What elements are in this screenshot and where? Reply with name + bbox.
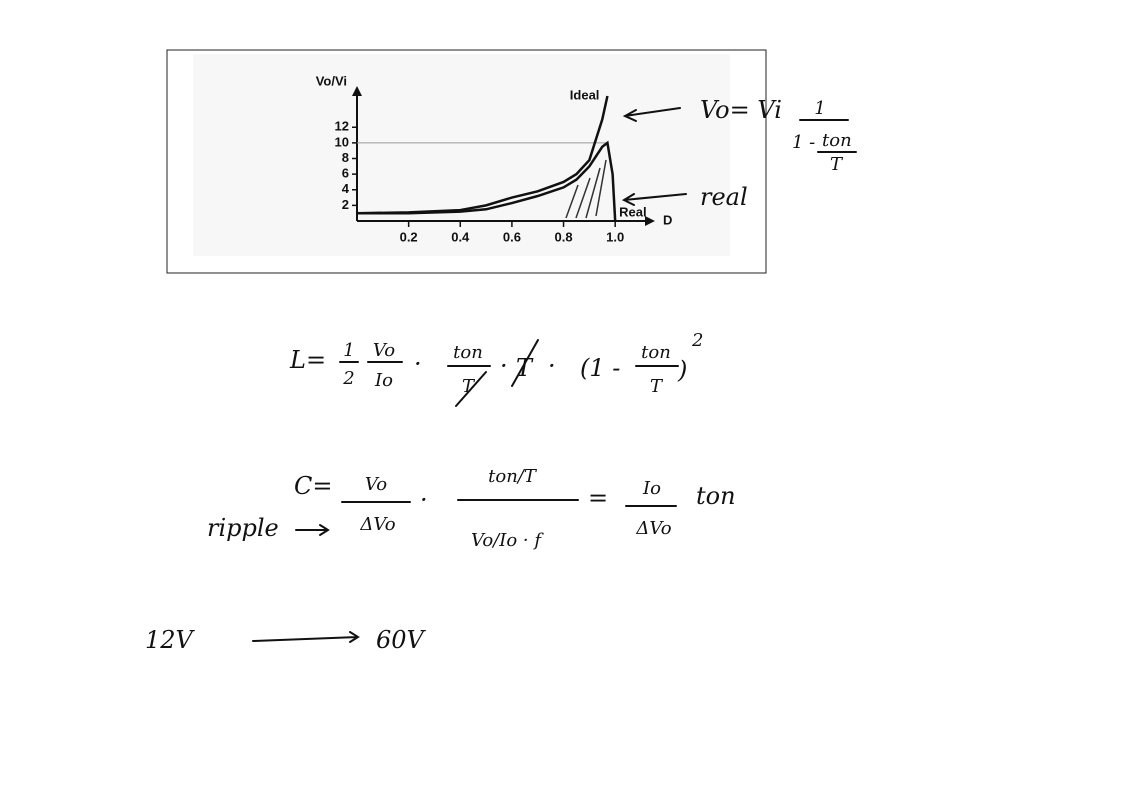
text: T [462,376,476,397]
conversion: 12V 60V [145,626,427,654]
y-tick-label: 4 [342,181,350,196]
formula-den: T [830,154,844,175]
series-label: Real [619,204,646,219]
y-tick-label: 10 [335,134,349,149]
real-note: real [621,183,748,211]
text: · [414,350,422,378]
y-tick-label: 6 [342,166,349,181]
formula-lhs: Vo= Vi [700,96,782,124]
figure-background [193,54,730,256]
series-label: Ideal [570,87,600,102]
series-line [356,95,609,215]
text: ΔVo [635,518,671,539]
ideal-formula: Vo= Vi 1 1 - ton T [622,96,857,175]
y-tick-label: 2 [342,197,349,212]
text: ton [641,342,671,363]
text: C= [294,472,332,500]
text: · [548,352,556,380]
inductance-formula: L= 1 2 Vo Io · ton T · T · (1 - ton T ) … [289,330,703,407]
series-line [357,140,617,222]
x-tick-label: 0.2 [400,229,418,244]
text: Vo [373,340,395,361]
formula-den: ton [822,130,852,151]
formula-num: 1 [814,98,825,119]
text: L= [289,346,326,374]
real-label: real [700,183,748,211]
text: T [650,376,664,397]
text: ΔVo [359,514,395,535]
y-tick-label: 8 [342,150,349,165]
x-axis-label: D [663,212,672,227]
text: Vo/Io · f [471,530,544,551]
text: 1 [343,340,354,361]
text: Io [642,478,661,499]
capacitance-formula: ripple C= Vo ΔVo · ton/T Vo/Io · f = Io … [207,466,736,551]
text: ) [677,356,687,384]
text: ton [453,342,483,363]
text: Io [374,370,393,391]
text: Vo [365,474,387,495]
text: (1 - [580,354,620,382]
text: ton/T [488,466,538,487]
y-tick-label: 12 [335,119,349,134]
y-axis-label: Vo/Vi [316,73,347,88]
text: ton [696,482,736,510]
x-tick-label: 0.8 [555,229,573,244]
text: ripple [207,514,279,542]
hatch [565,159,607,219]
x-tick-label: 0.6 [503,229,521,244]
formula-den: 1 - [792,132,815,153]
text: 2 [342,368,354,389]
text: 2 [691,330,703,351]
text: · [500,352,508,380]
text: 12V [145,626,196,654]
text: · [420,486,428,514]
text: T [516,354,534,382]
y-arrow [352,86,362,96]
text: 60V [376,626,427,654]
x-arrow [645,216,655,226]
text: = [588,484,608,512]
x-tick-label: 1.0 [606,229,624,244]
x-tick-label: 0.4 [451,229,470,244]
